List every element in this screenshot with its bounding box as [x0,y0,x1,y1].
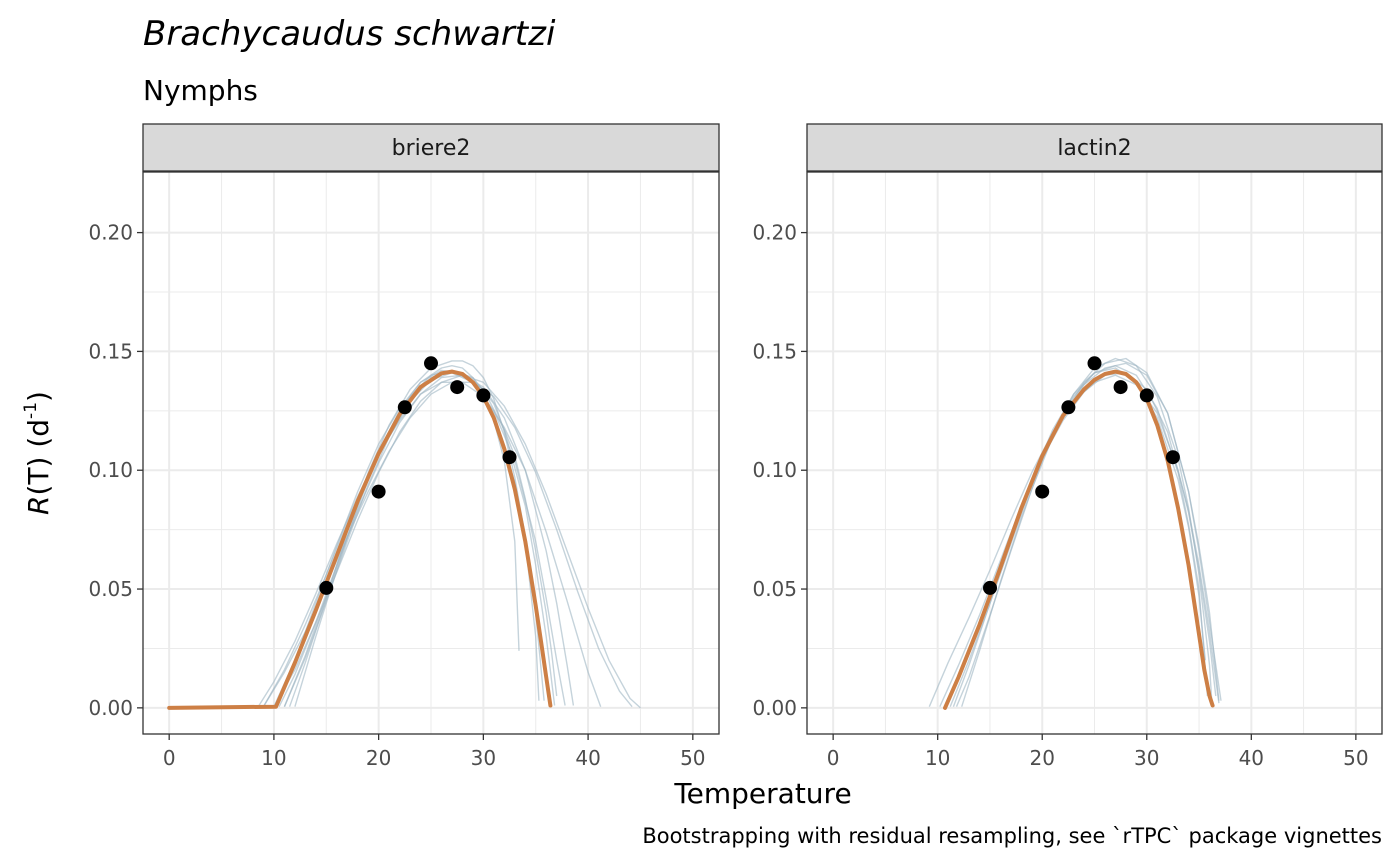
x-tick-label: 30 [1134,746,1159,770]
strip-background [806,123,1383,172]
x-tick-label: 40 [575,746,600,770]
strip-label: briere2 [392,136,471,161]
data-point [476,388,491,403]
chart-caption: Bootstrapping with residual resampling, … [642,824,1382,848]
strip-background [142,123,720,172]
data-point [1113,380,1128,395]
y-axis-title-italic: R [22,495,55,514]
fitted-curve [943,369,1215,710]
fitted-curve [167,369,553,710]
x-tick-label: 40 [1239,746,1264,770]
bootstrap-curve [257,381,602,708]
data-point [983,580,997,595]
x-tick-label: 20 [366,746,391,770]
x-tick-label: 30 [471,746,496,770]
data-point [1165,450,1180,465]
data-point [502,450,517,465]
x-tick-label: 10 [261,746,286,770]
y-axis-title-main: (T) (d [22,419,55,496]
y-axis-title: R(T) (d-1) [21,391,55,515]
bootstrap-curve [288,360,545,707]
y-tick-label: 0.20 [88,221,133,245]
x-axis-title: Temperature [673,777,851,810]
y-axis-title-superscript: -1 [21,402,41,419]
data-point [1139,388,1154,403]
data-point [371,484,386,499]
data-point [1061,400,1076,415]
y-tick-label: 0.05 [752,577,797,601]
bootstrap-curve [283,369,558,707]
y-tick-label: 0.15 [752,339,797,363]
x-tick-label: 0 [163,746,176,770]
bootstrap-curve [273,374,641,709]
data-point [397,400,412,415]
panel-briere2: briere2 0 10 20 30 40 50 0.00 0.05 0.10 0.15 0.20 [88,123,720,770]
panel-border [142,171,720,735]
y-tick-label: 0.00 [752,696,797,720]
strip-label: lactin2 [1057,136,1131,161]
panel-border [806,171,1383,735]
y-tick-label: 0.00 [88,696,133,720]
x-tick-label: 50 [1343,746,1368,770]
y-tick-label: 0.20 [752,221,797,245]
chart-title: Brachycaudus schwartzi [143,14,556,54]
data-point [319,580,334,595]
data-point [450,380,465,395]
chart-subtitle: Nymphs [143,74,258,107]
bootstrap-curve [939,372,1220,707]
y-tick-label: 0.10 [752,458,797,482]
data-point [1087,356,1102,371]
bootstrap-curve [262,381,633,708]
y-tick-label: 0.15 [88,339,133,363]
panel-lactin2: lactin2 0 10 20 30 40 50 0.00 0.05 0.10 0.15 0.20 [752,123,1383,770]
y-axis-title-close: ) [22,391,55,402]
data-point [424,356,438,371]
bootstrap-curve [294,365,520,707]
x-tick-label: 20 [1030,746,1055,770]
bootstrap-curve [262,372,566,708]
x-tick-label: 50 [680,746,705,770]
bootstrap-curve [952,367,1206,707]
x-tick-label: 10 [925,746,950,770]
x-tick-label: 0 [827,746,840,770]
data-point [1035,484,1050,499]
bootstrap-curve [278,374,575,708]
bootstrap-curve [945,362,1222,707]
y-tick-label: 0.05 [88,577,133,601]
y-tick-label: 0.10 [88,458,133,482]
